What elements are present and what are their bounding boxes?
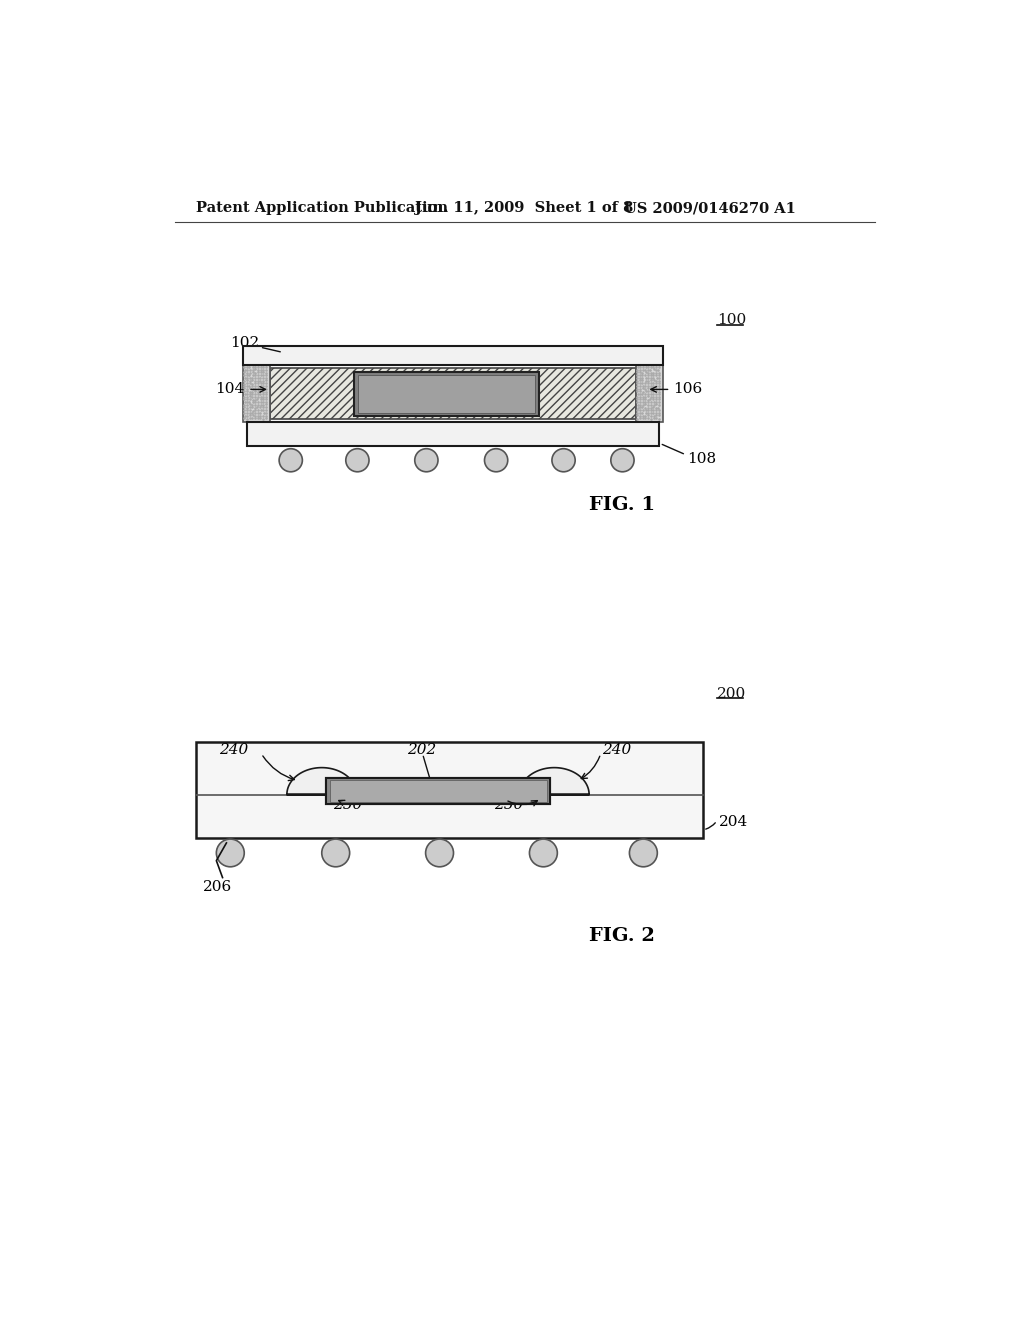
Circle shape xyxy=(426,840,454,867)
Text: 106: 106 xyxy=(673,383,702,396)
Circle shape xyxy=(529,840,557,867)
Polygon shape xyxy=(287,768,356,795)
Circle shape xyxy=(484,449,508,471)
Bar xyxy=(243,364,270,422)
Bar xyxy=(358,375,535,413)
Bar xyxy=(247,422,658,446)
Text: FIG. 2: FIG. 2 xyxy=(589,927,655,945)
Text: 104: 104 xyxy=(215,383,244,396)
Text: US 2009/0146270 A1: US 2009/0146270 A1 xyxy=(624,202,796,215)
Bar xyxy=(326,777,550,804)
Text: 100: 100 xyxy=(717,313,746,327)
Text: 200: 200 xyxy=(717,686,746,701)
Bar xyxy=(330,780,547,801)
Text: 250: 250 xyxy=(334,799,362,812)
Text: 202: 202 xyxy=(407,743,436,756)
Text: 240: 240 xyxy=(219,743,249,756)
Text: 204: 204 xyxy=(719,816,748,829)
Text: Patent Application Publication: Patent Application Publication xyxy=(197,202,449,215)
Circle shape xyxy=(280,449,302,471)
Text: Jun. 11, 2009  Sheet 1 of 8: Jun. 11, 2009 Sheet 1 of 8 xyxy=(415,202,633,215)
Circle shape xyxy=(216,840,245,867)
Polygon shape xyxy=(519,768,589,795)
Text: 240: 240 xyxy=(602,743,632,756)
Text: 108: 108 xyxy=(687,451,717,466)
Bar xyxy=(243,346,663,364)
Bar xyxy=(270,368,636,418)
Text: 206: 206 xyxy=(203,880,232,894)
Circle shape xyxy=(322,840,349,867)
Text: 250: 250 xyxy=(494,799,523,812)
Bar xyxy=(354,372,539,416)
Circle shape xyxy=(346,449,369,471)
Circle shape xyxy=(552,449,575,471)
Bar xyxy=(326,777,550,804)
Text: 102: 102 xyxy=(230,337,259,350)
Circle shape xyxy=(630,840,657,867)
Text: FIG. 1: FIG. 1 xyxy=(589,496,655,513)
Bar xyxy=(330,780,547,801)
Circle shape xyxy=(415,449,438,471)
Bar xyxy=(636,364,663,422)
Bar xyxy=(197,742,703,838)
Circle shape xyxy=(611,449,634,471)
